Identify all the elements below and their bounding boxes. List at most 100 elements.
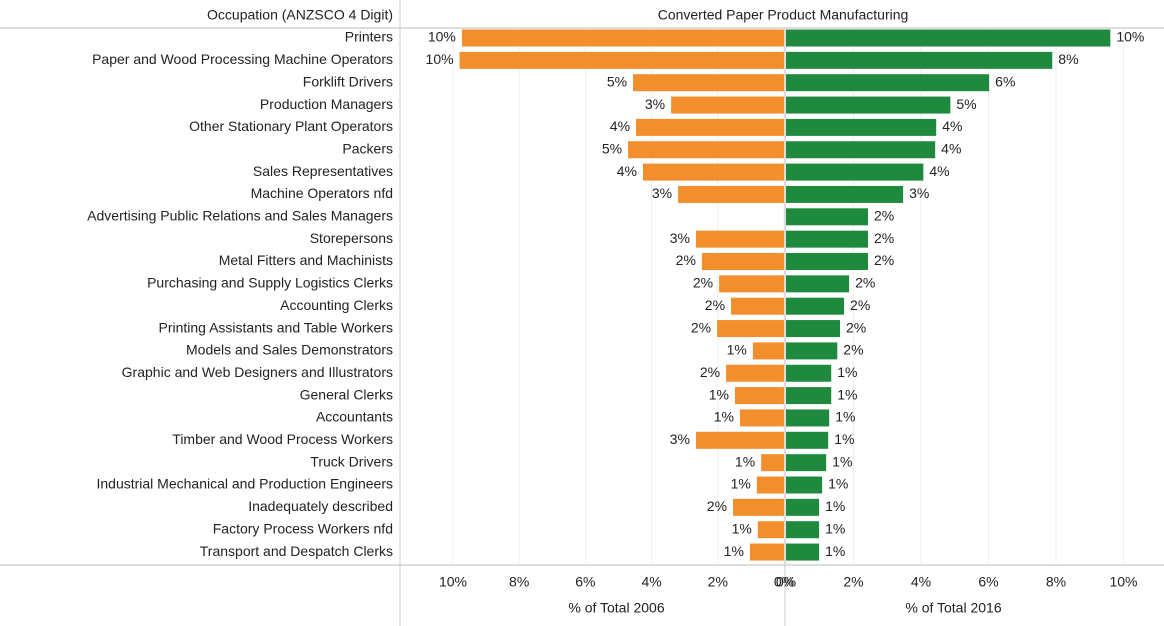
category-label: General Clerks [300, 386, 393, 402]
bar [786, 297, 845, 315]
bar [719, 275, 784, 293]
value-label: 2% [846, 319, 866, 335]
category-label: Metal Fitters and Machinists [219, 252, 393, 268]
bar [459, 51, 784, 69]
x-tick-label: 0% [776, 574, 796, 590]
value-label: 1% [732, 520, 752, 536]
bar [786, 387, 832, 405]
bar [786, 431, 829, 449]
value-label: 1% [825, 520, 845, 536]
category-label: Printing Assistants and Table Workers [159, 319, 394, 335]
bar [786, 118, 937, 136]
value-label: 2% [691, 319, 711, 335]
value-label: 8% [1058, 51, 1078, 67]
bar [786, 29, 1111, 47]
value-label: 1% [837, 364, 857, 380]
bar [695, 431, 784, 449]
x-tick-label: 6% [978, 574, 998, 590]
bar [633, 74, 784, 92]
value-label: 2% [707, 498, 727, 514]
value-label: 2% [874, 252, 894, 268]
bar [786, 253, 869, 270]
value-label: 5% [602, 140, 622, 156]
value-label: 3% [670, 431, 690, 447]
value-label: 3% [670, 230, 690, 246]
value-label: 1% [727, 342, 747, 358]
category-label: Sales Representatives [253, 163, 393, 179]
category-label: Purchasing and Supply Logistics Clerks [147, 275, 393, 291]
category-label: Storepersons [310, 230, 393, 246]
chart-title: Converted Paper Product Manufacturing [658, 7, 909, 23]
bar [786, 454, 827, 472]
bar [757, 521, 784, 539]
bar [786, 364, 832, 382]
x-tick-label: 10% [439, 574, 467, 590]
bar [749, 543, 784, 561]
value-label: 3% [645, 96, 665, 112]
value-label: 2% [676, 252, 696, 268]
value-label: 1% [724, 543, 744, 559]
value-label: 4% [610, 118, 630, 134]
category-label: Transport and Despatch Clerks [200, 543, 393, 559]
bar [695, 230, 784, 248]
x-tick-label: 8% [1046, 574, 1066, 590]
bar [636, 118, 784, 136]
value-label: 4% [929, 163, 949, 179]
category-label: Factory Process Workers nfd [213, 520, 393, 536]
value-label: 1% [834, 431, 854, 447]
value-label: 2% [705, 297, 725, 313]
axis-title: % of Total 2006 [568, 600, 664, 616]
category-label: Machine Operators nfd [251, 185, 393, 201]
category-label: Accountants [316, 409, 393, 425]
x-tick-label: 8% [509, 574, 529, 590]
bar [786, 141, 936, 159]
bar [726, 364, 784, 382]
bar [786, 96, 951, 114]
value-label: 10% [1116, 29, 1144, 45]
x-tick-label: 6% [575, 574, 595, 590]
bar [731, 297, 784, 315]
bar [786, 230, 869, 248]
value-label: 1% [731, 476, 751, 492]
bar [786, 342, 838, 360]
category-label: Packers [342, 140, 393, 156]
bar [752, 342, 784, 360]
category-label: Other Stationary Plant Operators [189, 118, 393, 134]
category-label: Inadequately described [248, 498, 393, 514]
bar [733, 498, 784, 516]
value-label: 1% [709, 386, 729, 402]
bar [642, 163, 784, 181]
category-label: Models and Sales Demonstrators [186, 342, 393, 358]
value-label: 2% [843, 342, 863, 358]
bar [671, 96, 784, 114]
bar [786, 498, 820, 516]
value-label: 2% [855, 275, 875, 291]
value-label: 1% [714, 409, 734, 425]
bar [786, 409, 830, 427]
bar [678, 185, 784, 203]
value-label: 2% [874, 230, 894, 246]
category-label: Accounting Clerks [280, 297, 393, 313]
bar [786, 543, 820, 561]
category-label: Industrial Mechanical and Production Eng… [96, 476, 393, 492]
value-label: 10% [428, 29, 456, 45]
bar [628, 141, 784, 159]
value-label: 1% [825, 543, 845, 559]
bar [761, 454, 784, 472]
value-label: 4% [941, 140, 961, 156]
category-label: Truck Drivers [310, 453, 393, 469]
bar [786, 185, 904, 203]
x-tick-label: 2% [843, 574, 863, 590]
bar [717, 320, 784, 338]
value-label: 2% [850, 297, 870, 313]
bar [786, 521, 820, 539]
bar [786, 476, 823, 494]
value-label: 1% [837, 386, 857, 402]
bar [786, 320, 840, 338]
value-label: 6% [995, 73, 1015, 89]
category-label: Paper and Wood Processing Machine Operat… [92, 51, 393, 67]
value-label: 5% [607, 73, 627, 89]
bar [786, 163, 924, 181]
bar [461, 29, 784, 47]
